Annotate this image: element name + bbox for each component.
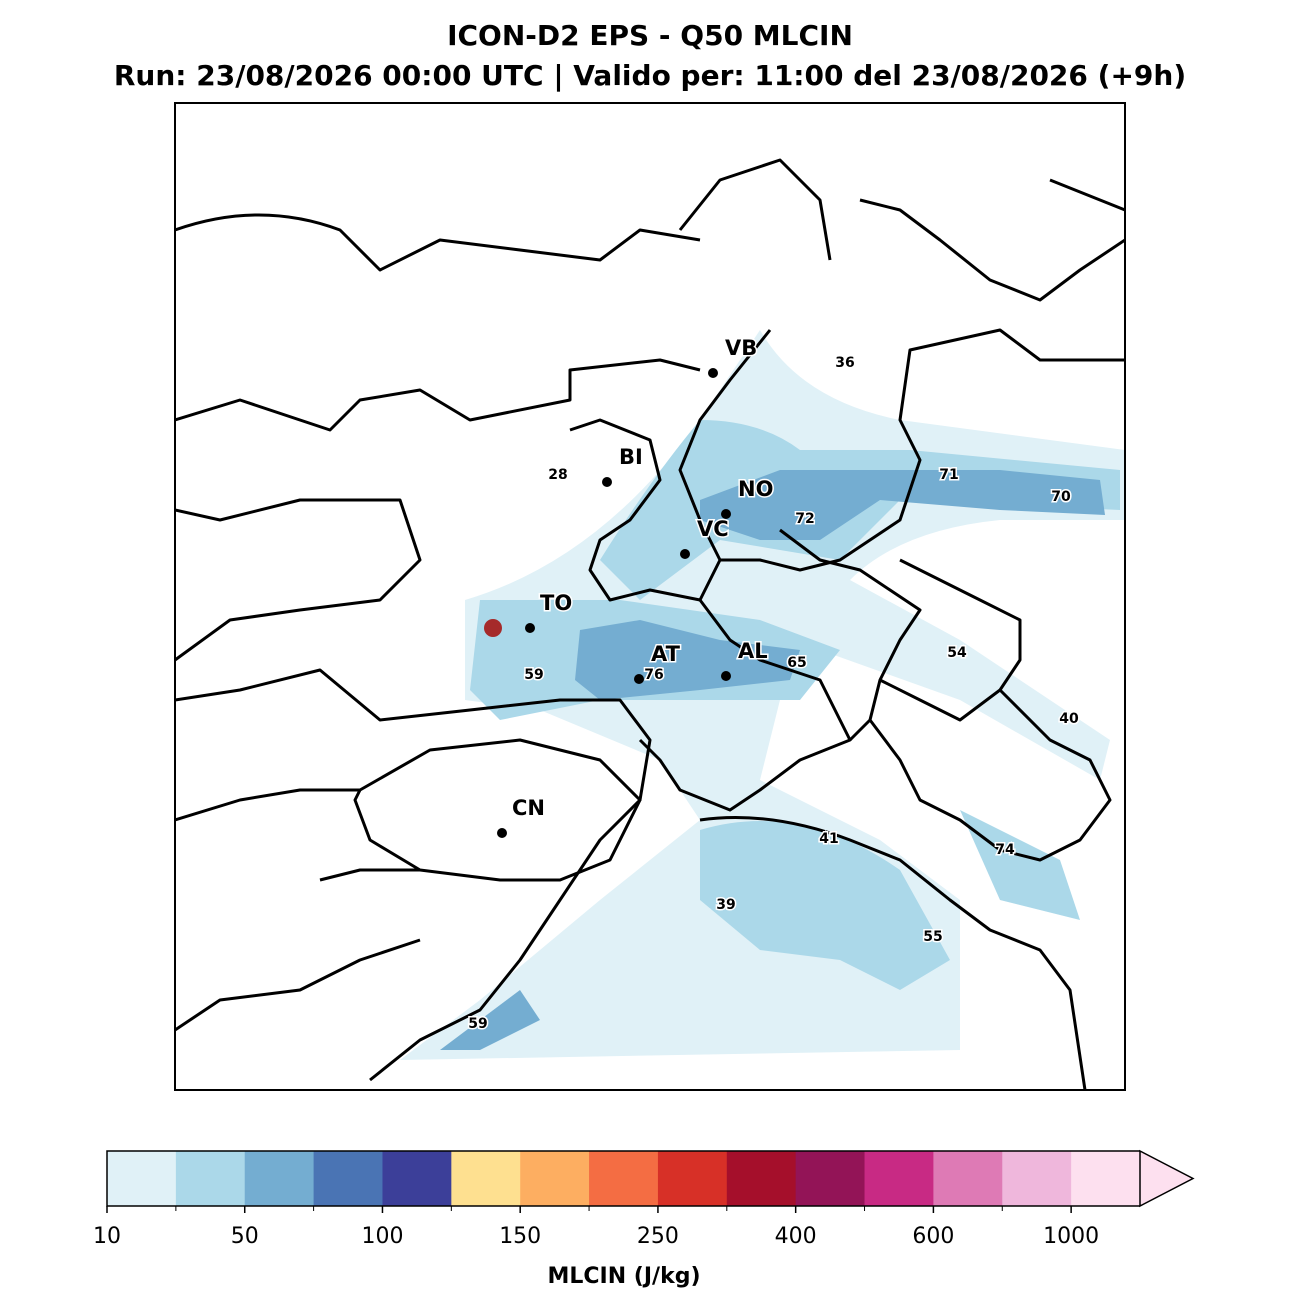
field-value-label: 40: [1059, 711, 1079, 727]
city-label: VC: [697, 517, 729, 541]
colorbar-segment: [313, 1151, 383, 1206]
map-frame: [174, 102, 1126, 1091]
shade-region: [575, 620, 800, 700]
field-value-label: 65: [787, 655, 806, 671]
cities: VB BI NO VC TO AT AL CN: [497, 335, 775, 838]
city-marker: [680, 549, 690, 559]
city-marker: [721, 671, 731, 681]
colorbar-tick-label: 250: [637, 1224, 679, 1249]
colorbar-segment: [589, 1151, 659, 1206]
colorbar-segment: [657, 1151, 728, 1206]
field-value-label: 72: [795, 511, 814, 527]
city-marker: [497, 828, 507, 838]
map-area: VB BI NO VC TO AT AL CN 36 28 71 70 72 59 76 65 54 40 41 7…: [175, 158, 1125, 1090]
colorbar-segment: [451, 1151, 521, 1206]
city-label: VB: [725, 336, 757, 360]
colorbar-segment: [795, 1151, 866, 1206]
field-value-label: 59: [468, 1016, 487, 1032]
field-value-label: 74: [995, 842, 1015, 858]
field-value-label: 39: [716, 897, 735, 913]
colorbar-segment: [933, 1151, 1003, 1206]
field-shading: [400, 330, 1125, 1060]
colorbar-tick-label: 1000: [1043, 1224, 1099, 1249]
colorbar-tick-label: 150: [499, 1224, 541, 1249]
city-label: NO: [738, 477, 773, 501]
field-value-label: 54: [947, 645, 967, 661]
colorbar-segment: [726, 1151, 797, 1206]
colorbar-segment: [382, 1151, 452, 1206]
colorbar-segment: [520, 1151, 590, 1206]
colorbar-segment: [1071, 1151, 1141, 1206]
colorbar-segment: [1002, 1151, 1072, 1206]
field-value-label: 71: [939, 467, 958, 483]
city-label: TO: [540, 591, 572, 615]
shade-region: [700, 821, 950, 990]
colorbar-extension: [1139, 1149, 1195, 1208]
colorbar-tick-label: 600: [912, 1224, 954, 1249]
field-value-label: 59: [524, 667, 543, 683]
colorbar-label: MLCIN (J/kg): [547, 1264, 700, 1289]
colorbar: 10 50 100 150 250 400 600 1000: [93, 1149, 1195, 1249]
colorbar-segment: [107, 1151, 177, 1206]
city-marker: [602, 477, 612, 487]
colorbar-segment: [864, 1151, 934, 1206]
city-label: AL: [738, 639, 768, 663]
city-marker: [721, 509, 731, 519]
field-value-label: 41: [819, 831, 838, 847]
city-label: CN: [512, 796, 545, 820]
colorbar-tick-label: 400: [775, 1224, 817, 1249]
field-value-label: 36: [835, 355, 854, 371]
borders: [175, 158, 1125, 1090]
colorbar-tick-label: 10: [93, 1224, 121, 1249]
field-value-label: 70: [1051, 489, 1071, 505]
colorbar-segment: [175, 1151, 246, 1206]
colorbar-tick-label: 50: [231, 1224, 259, 1249]
shade-region: [700, 470, 1105, 540]
city-marker: [525, 623, 535, 633]
field-value-label: 28: [548, 467, 567, 483]
shade-region: [960, 810, 1080, 920]
chart-subtitle: Run: 23/08/2026 00:00 UTC | Valido per: …: [114, 59, 1186, 92]
city-marker: [708, 368, 718, 378]
field-value-label: 55: [923, 929, 942, 945]
city-label: BI: [619, 445, 643, 469]
location-marker: [484, 619, 502, 637]
colorbar-outline: [106, 1150, 1140, 1207]
chart-title: ICON-D2 EPS - Q50 MLCIN: [447, 19, 853, 52]
city-marker: [634, 674, 644, 684]
shade-region: [440, 990, 540, 1050]
field-value-label: 76: [644, 667, 663, 683]
colorbar-tick-label: 100: [361, 1224, 403, 1249]
colorbar-segment: [244, 1151, 315, 1206]
city-label: AT: [651, 642, 681, 666]
field-labels: 36 28 71 70 72 59 76 65 54 40 41 74 39 55 59: [467, 354, 1081, 1034]
